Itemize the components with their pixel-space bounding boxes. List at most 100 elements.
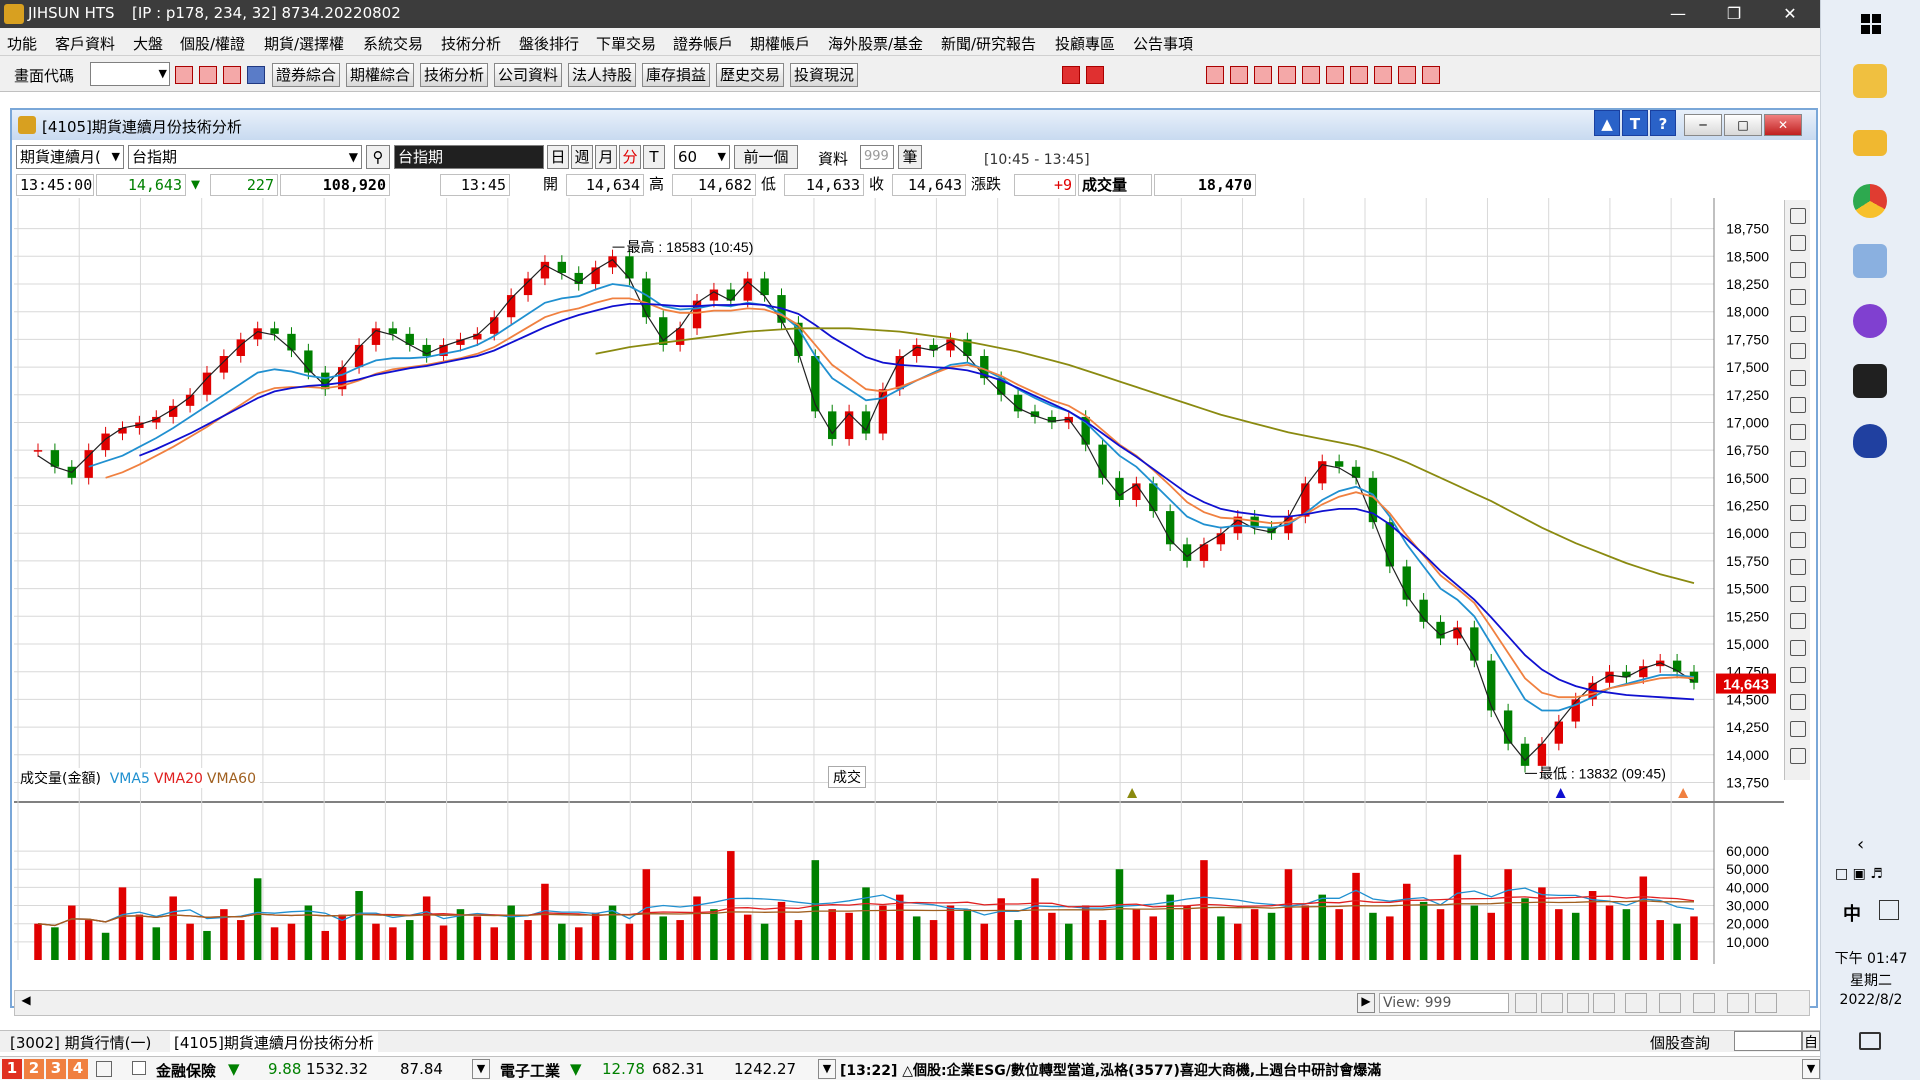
page-3-button[interactable]: 3 <box>46 1059 66 1079</box>
menu-item[interactable]: 新聞/研究報告 <box>941 35 1037 53</box>
paint-icon[interactable] <box>1853 244 1887 278</box>
page-1-button[interactable]: 1 <box>2 1059 22 1079</box>
close-icon[interactable]: ✕ <box>1783 4 1797 23</box>
scroll-left-icon[interactable]: ◀ <box>21 993 31 1007</box>
search-icon[interactable] <box>175 66 193 84</box>
lock-icon[interactable] <box>96 1061 112 1077</box>
ime-mode-icon[interactable] <box>1879 900 1899 920</box>
draw-tool-icon[interactable] <box>1790 532 1806 548</box>
table-icon[interactable] <box>1693 993 1715 1013</box>
stock-query-input[interactable] <box>1734 1031 1802 1051</box>
sector2-dropdown-icon[interactable]: ▼ <box>818 1059 836 1079</box>
ime-indicator[interactable]: 中 <box>1843 904 1861 925</box>
chart-icon[interactable] <box>223 66 241 84</box>
draw-tool-icon[interactable] <box>1790 694 1806 710</box>
flask-icon[interactable] <box>1853 424 1887 458</box>
pen-icon[interactable] <box>1515 993 1537 1013</box>
draw-tool-icon[interactable] <box>1790 721 1806 737</box>
period-day-button[interactable]: 日 <box>547 145 569 169</box>
menu-item[interactable]: 客戶資料 <box>55 35 116 53</box>
draw-tool-icon[interactable] <box>1790 262 1806 278</box>
clock-weekday[interactable]: 星期二 <box>1850 973 1892 989</box>
menu-item[interactable]: 下單交易 <box>596 35 657 53</box>
clock-date[interactable]: 2022/8/2 <box>1839 992 1903 1008</box>
draw-tool-icon[interactable] <box>1790 370 1806 386</box>
dropdown-icon[interactable] <box>247 66 265 84</box>
draw-tool-icon[interactable] <box>1790 478 1806 494</box>
data-count-input[interactable]: 999 <box>860 145 894 169</box>
sticky-notes-icon[interactable] <box>1853 364 1887 398</box>
draw-tool-icon[interactable] <box>1790 316 1806 332</box>
tool-icon[interactable] <box>1350 66 1368 84</box>
toolbar-button[interactable]: 證券綜合 <box>272 63 341 87</box>
prev-button[interactable]: 前一個 <box>734 145 798 169</box>
folder-icon[interactable] <box>199 66 217 84</box>
tool-icon[interactable] <box>1278 66 1296 84</box>
symbol-input[interactable]: 台指期 ▼ <box>128 145 362 169</box>
tool-icon[interactable] <box>1302 66 1320 84</box>
period-minute-button[interactable]: 分 <box>619 145 641 169</box>
edit-icon[interactable] <box>1727 993 1749 1013</box>
tool-icon[interactable] <box>1398 66 1416 84</box>
toolbar-button[interactable]: 技術分析 <box>420 63 489 87</box>
self-button[interactable]: 自 <box>1802 1031 1820 1051</box>
draw-tool-icon[interactable] <box>1790 451 1806 467</box>
page-4-button[interactable]: 4 <box>68 1059 88 1079</box>
flag-icon[interactable] <box>1086 66 1104 84</box>
start-icon[interactable] <box>1861 14 1881 34</box>
menu-item[interactable]: 系統交易 <box>363 35 424 53</box>
toolbar-button[interactable]: 投資現況 <box>790 63 859 87</box>
draw-tool-icon[interactable] <box>1790 424 1806 440</box>
jihsun-app-icon[interactable] <box>1853 64 1887 98</box>
menu-item[interactable]: 投顧專區 <box>1055 35 1116 53</box>
chevron-left-icon[interactable]: ‹ <box>1857 834 1865 855</box>
price-volume-chart[interactable]: 10:4510/2111/0111/1011/1911/3012/0912/20… <box>14 198 1784 964</box>
menu-item[interactable]: 大盤 <box>133 35 164 53</box>
file-explorer-icon[interactable] <box>1853 130 1887 156</box>
sector1-dropdown-icon[interactable]: ▼ <box>472 1059 490 1079</box>
checkbox[interactable] <box>132 1061 146 1075</box>
interval-select[interactable]: 60 ▼ <box>674 145 730 169</box>
menu-item[interactable]: 公告事項 <box>1133 35 1194 53</box>
clock-time[interactable]: 下午 01:47 <box>1834 951 1908 967</box>
draw-tool-icon[interactable] <box>1790 640 1806 656</box>
period-month-button[interactable]: 月 <box>595 145 617 169</box>
tool-icon[interactable] <box>1326 66 1344 84</box>
window-restore-icon[interactable]: □ <box>1724 114 1762 136</box>
settings-icon[interactable] <box>1755 993 1777 1013</box>
menu-item[interactable]: 證券帳戶 <box>673 35 734 53</box>
draw-tool-icon[interactable] <box>1790 289 1806 305</box>
menu-item[interactable]: 技術分析 <box>441 35 502 53</box>
help-icon[interactable]: ? <box>1650 110 1676 136</box>
draw-tool-icon[interactable] <box>1790 397 1806 413</box>
toolbar-button[interactable]: 法人持股 <box>568 63 637 87</box>
scroll-right-icon[interactable]: ▶ <box>1357 993 1375 1013</box>
draw-tool-icon[interactable] <box>1790 613 1806 629</box>
menu-item[interactable]: 海外股票/基金 <box>828 35 924 53</box>
menu-item[interactable]: 盤後排行 <box>519 35 580 53</box>
menu-item[interactable]: 期權帳戶 <box>750 35 811 53</box>
menu-item[interactable]: 個股/權證 <box>180 35 246 53</box>
zoom-icon[interactable]: ⚲ <box>366 145 390 169</box>
draw-tool-icon[interactable] <box>1790 208 1806 224</box>
tab-futures-quote[interactable]: [3002] 期貨行情(一) <box>10 1034 152 1052</box>
window-minimize-icon[interactable]: ─ <box>1684 114 1722 136</box>
draw-tool-icon[interactable] <box>1790 235 1806 251</box>
period-week-button[interactable]: 週 <box>571 145 593 169</box>
maximize-icon[interactable]: ❐ <box>1726 4 1742 23</box>
chrome-icon[interactable] <box>1853 184 1887 218</box>
toolbar-button[interactable]: 公司資料 <box>494 63 563 87</box>
system-tray-icons[interactable]: □ ▣ ♬ <box>1835 866 1883 882</box>
draw-tool-icon[interactable] <box>1790 343 1806 359</box>
tool-icon[interactable] <box>1422 66 1440 84</box>
window-close-icon[interactable]: ✕ <box>1764 114 1802 136</box>
tool-icon[interactable] <box>1254 66 1272 84</box>
tool-icon[interactable] <box>1230 66 1248 84</box>
eraser-icon[interactable] <box>1541 993 1563 1013</box>
view-field[interactable]: View: 999 <box>1379 993 1509 1013</box>
copy-icon[interactable] <box>1659 993 1681 1013</box>
page-2-button[interactable]: 2 <box>24 1059 44 1079</box>
minimize-icon[interactable]: — <box>1670 4 1686 23</box>
draw-tool-icon[interactable] <box>1790 667 1806 683</box>
indicator-icon[interactable] <box>1625 993 1647 1013</box>
